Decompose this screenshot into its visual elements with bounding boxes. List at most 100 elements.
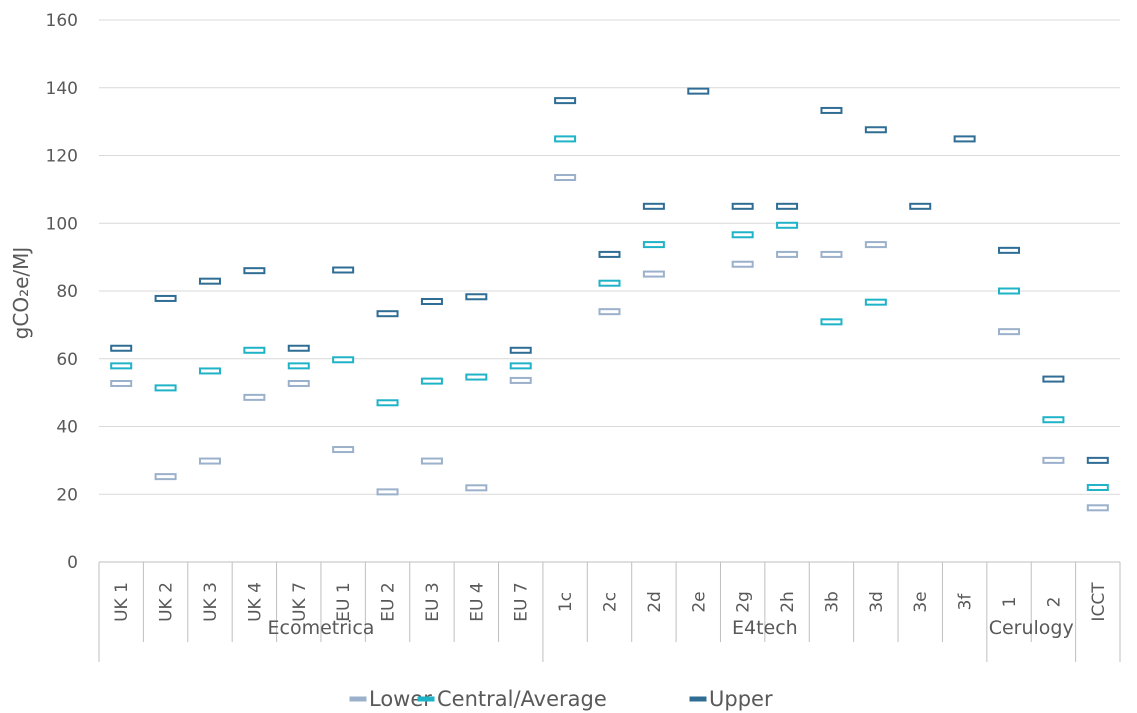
legend-label: Central/Average — [437, 687, 607, 711]
y-tick-label: 140 — [46, 79, 78, 99]
category-label: 2c — [601, 592, 621, 612]
data-marker — [243, 346, 266, 354]
data-marker — [820, 106, 843, 114]
legend-swatch — [349, 696, 367, 702]
data-marker — [509, 376, 532, 384]
category-label: 2g — [734, 591, 754, 613]
data-marker — [598, 308, 621, 316]
data-marker — [332, 446, 355, 454]
legend-label: Upper — [709, 687, 773, 711]
data-marker — [465, 484, 488, 492]
data-marker — [554, 135, 577, 143]
data-marker — [687, 87, 710, 95]
category-label: UK 4 — [245, 582, 265, 622]
data-marker — [154, 473, 177, 481]
group-label: E4tech — [732, 617, 798, 639]
category-label: UK 1 — [112, 582, 132, 622]
data-marker — [1086, 456, 1109, 464]
data-marker — [1086, 504, 1109, 512]
y-tick-label: 20 — [56, 485, 78, 505]
y-tick-label: 120 — [46, 147, 78, 167]
data-marker — [642, 241, 665, 249]
data-marker — [1042, 375, 1065, 383]
y-tick-label: 60 — [56, 350, 78, 370]
data-marker — [864, 126, 887, 134]
data-marker — [287, 379, 310, 387]
category-label: 3d — [867, 591, 887, 613]
data-marker — [465, 293, 488, 301]
data-marker — [110, 362, 133, 370]
y-tick-label: 0 — [67, 553, 78, 573]
category-label: 2h — [778, 591, 798, 613]
category-label: EU 2 — [379, 582, 399, 621]
data-marker — [243, 267, 266, 275]
y-tick-label: 40 — [56, 418, 78, 438]
category-label: EU 7 — [512, 582, 532, 621]
data-marker — [287, 362, 310, 370]
category-label: EU 1 — [334, 582, 354, 621]
data-marker — [864, 298, 887, 306]
group-label: Ecometrica — [268, 617, 375, 639]
data-marker — [776, 221, 799, 229]
category-label: EU 4 — [467, 582, 487, 621]
data-marker — [110, 379, 133, 387]
data-marker — [110, 344, 133, 352]
data-marker — [998, 287, 1021, 295]
y-tick-labels: 0 20 40 60 80 100 120 140 160 — [46, 11, 78, 573]
category-label: 2 — [1044, 597, 1064, 608]
data-marker — [731, 202, 754, 210]
category-label: EU 3 — [423, 582, 443, 621]
data-marker — [731, 260, 754, 268]
data-marker — [864, 241, 887, 249]
group-label: Cerulogy — [989, 617, 1074, 639]
data-marker — [998, 328, 1021, 336]
data-marker — [1042, 456, 1065, 464]
data-marker — [1042, 416, 1065, 424]
legend: Lower Central/Average Upper — [349, 687, 773, 711]
data-marker — [509, 346, 532, 354]
category-label: 3f — [956, 593, 976, 611]
y-tick-label: 80 — [56, 282, 78, 302]
data-marker — [154, 294, 177, 302]
data-marker — [642, 270, 665, 278]
data-marker — [154, 384, 177, 392]
category-label: UK 2 — [157, 582, 177, 622]
data-marker — [776, 202, 799, 210]
data-marker — [598, 250, 621, 258]
data-marks — [110, 87, 1109, 512]
data-marker — [598, 279, 621, 287]
data-marker — [287, 344, 310, 352]
data-marker — [243, 393, 266, 401]
gridlines — [99, 19, 1120, 495]
y-axis-label: gCO₂e/MJ — [9, 247, 33, 340]
data-marker — [909, 202, 932, 210]
data-marker — [465, 373, 488, 381]
data-marker — [509, 362, 532, 370]
category-label: UK 7 — [290, 582, 310, 622]
data-marker — [731, 231, 754, 239]
data-marker — [332, 266, 355, 274]
legend-swatch — [417, 696, 435, 702]
data-marker — [820, 250, 843, 258]
data-marker — [776, 250, 799, 258]
data-marker — [1086, 483, 1109, 491]
data-marker — [998, 246, 1021, 254]
category-label: 1 — [1000, 597, 1020, 608]
data-marker — [420, 377, 443, 385]
category-label: 2e — [689, 591, 709, 612]
category-label: 1c — [556, 592, 576, 612]
data-marker — [332, 356, 355, 364]
data-marker — [554, 97, 577, 105]
category-label: ICCT — [1089, 582, 1109, 622]
data-marker — [198, 277, 221, 285]
data-marker — [376, 310, 399, 318]
category-axis: UK 1 UK 2 UK 3 UK 4 UK 7 EU 1 EU 2 EU 3 EU 4 EU 7… — [98, 561, 1121, 662]
data-marker — [198, 367, 221, 375]
category-label: 2d — [645, 591, 665, 613]
category-label: 3e — [911, 591, 931, 612]
data-marker — [554, 174, 577, 182]
data-marker — [376, 488, 399, 496]
legend-swatch — [689, 696, 707, 702]
y-tick-label: 100 — [46, 214, 78, 234]
